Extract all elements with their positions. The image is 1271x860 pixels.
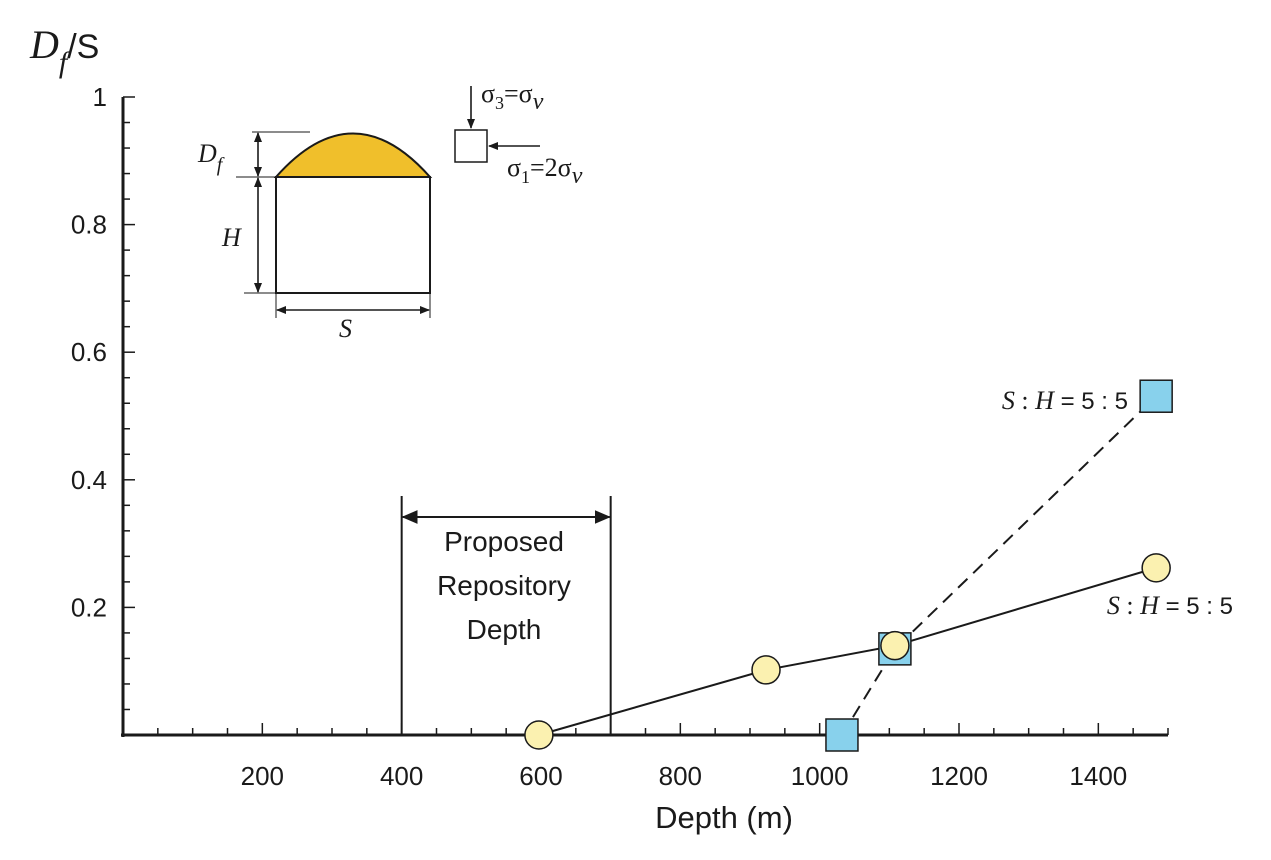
circle-marker [524, 720, 554, 750]
lower-label-s: S [1107, 591, 1120, 620]
x-tick-label: 1000 [791, 761, 849, 791]
x-axis-title: Depth (m) [655, 800, 793, 835]
sigma1-symbol: σ [507, 153, 521, 182]
y-axis-title-rest: /S [67, 28, 99, 66]
upper-label-s: S [1002, 386, 1015, 415]
x-tick-labels: 200 400 600 800 1000 1200 1400 [241, 761, 1128, 791]
y-tick-labels: 0.2 0.4 0.6 0.8 1 [71, 82, 107, 622]
upper-label-colon: : [1015, 386, 1035, 415]
x-tick-label: 400 [380, 761, 423, 791]
lower-label-h: H [1139, 591, 1160, 620]
y-tick-label: 1 [93, 82, 107, 112]
lower-label-colon: : [1120, 591, 1140, 620]
repository-label-line-3: Depth [467, 614, 542, 645]
y-tick-label: 0.8 [71, 210, 107, 240]
circle-marker [1141, 553, 1171, 583]
df-label-subscript: f [217, 154, 225, 176]
sigma3-label: σ3=σv [481, 79, 544, 115]
x-tick-label: 1400 [1069, 761, 1127, 791]
series-label-upper: S : H = 5 : 5 [1002, 386, 1128, 415]
sigma1-subscript: 1 [521, 167, 530, 187]
y-axis-title: Df/S [29, 22, 99, 79]
series-2-line [841, 395, 1157, 736]
x-tick-label: 800 [659, 761, 702, 791]
lower-label-rest: = 5 : 5 [1159, 593, 1233, 620]
upper-label-rest: = 5 : 5 [1054, 388, 1128, 415]
sigma1-label: σ1=2σv [507, 153, 583, 189]
square-marker [825, 718, 859, 752]
series-lines [538, 395, 1157, 736]
h-label: H [221, 223, 242, 252]
repository-annotation: Proposed Repository Depth [400, 496, 612, 735]
s-label: S [339, 314, 352, 343]
square-marker [1139, 379, 1173, 413]
y-tick-label: 0.2 [71, 592, 107, 622]
series-label-lower: S : H = 5 : 5 [1107, 591, 1233, 620]
sigma1-v: v [572, 163, 583, 189]
opening-rectangle [275, 176, 431, 294]
x-tick-label: 600 [519, 761, 562, 791]
stress-element [454, 129, 488, 163]
repository-label-line-2: Repository [437, 570, 571, 601]
crown-cap-shape [273, 132, 433, 178]
sigma3-subscript: 3 [495, 93, 504, 113]
series-1-line [538, 566, 1157, 736]
y-tick-label: 0.4 [71, 465, 107, 495]
sigma3-symbol: σ [481, 79, 495, 108]
x-tick-label: 200 [241, 761, 284, 791]
repository-label-line-1: Proposed [444, 526, 564, 557]
sigma3-v: v [533, 89, 544, 115]
df-label: Df [197, 139, 225, 176]
upper-label-h: H [1034, 386, 1055, 415]
axis-ticks [123, 96, 1169, 735]
series-markers [524, 379, 1173, 752]
y-axis-title-symbol: D [29, 22, 59, 67]
df-label-symbol: D [197, 139, 217, 168]
circle-marker [751, 655, 781, 685]
sigma1-equals: =2σ [530, 153, 572, 182]
x-tick-label: 1200 [930, 761, 988, 791]
inset-diagram: Df H S σ3=σv σ1=2σv [197, 79, 583, 343]
circle-marker [880, 630, 910, 661]
sigma3-equals: =σ [504, 79, 533, 108]
y-tick-label: 0.6 [71, 337, 107, 367]
